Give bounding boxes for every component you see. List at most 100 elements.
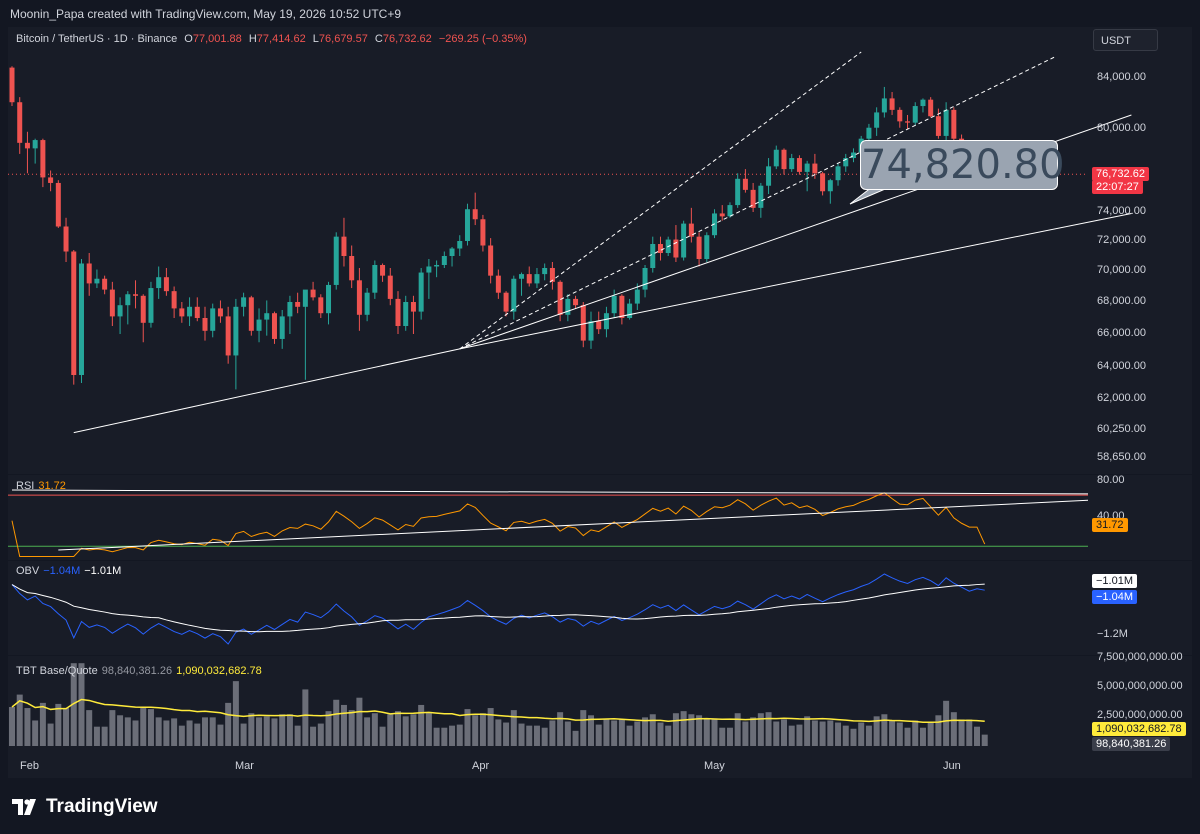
candle-body xyxy=(102,278,108,290)
candle-body xyxy=(580,305,586,341)
candle-body xyxy=(202,318,208,331)
price-callout[interactable]: 74,820.80 xyxy=(860,140,1065,190)
tbt-ma-value: 1,090,032,682.78 xyxy=(176,665,262,677)
candle-body xyxy=(488,245,494,276)
volume-bar xyxy=(626,725,633,746)
tbt-pane[interactable] xyxy=(8,656,1192,778)
volume-bar xyxy=(665,725,672,746)
candle-body xyxy=(796,158,802,172)
volume-bar xyxy=(132,720,139,746)
volume-bar xyxy=(572,730,579,746)
candle-body xyxy=(125,294,131,306)
rsi-trendline-lower xyxy=(58,499,1089,551)
volume-bar xyxy=(603,719,610,746)
candle-body xyxy=(881,98,887,113)
candle-body xyxy=(542,268,548,275)
candle-body xyxy=(78,263,84,375)
volume-bar xyxy=(39,702,46,746)
candle-body xyxy=(719,213,725,217)
candle-body xyxy=(55,182,61,227)
candle-body xyxy=(943,109,949,136)
candle-body xyxy=(86,263,92,284)
volume-bar xyxy=(178,725,185,746)
main-price-pane[interactable] xyxy=(8,27,1192,474)
volume-bar xyxy=(117,715,124,746)
volume-bar xyxy=(503,722,510,746)
volume-bar xyxy=(387,714,394,746)
volume-bar xyxy=(209,717,216,746)
volume-bar xyxy=(526,725,533,746)
candle-body xyxy=(812,163,818,174)
volume-bar xyxy=(348,710,355,746)
price-tick-label: 70,000.00 xyxy=(1097,264,1146,276)
volume-bar xyxy=(541,727,548,746)
candle-body xyxy=(148,288,154,323)
candle-body xyxy=(171,291,177,309)
candle-body xyxy=(619,295,625,318)
volume-bar xyxy=(302,689,309,746)
volume-bar xyxy=(588,715,594,746)
obv-legend: OBV −1.04M −1.01M xyxy=(16,565,125,577)
volume-bar xyxy=(340,704,347,746)
volume-bar xyxy=(773,721,780,746)
volume-bar xyxy=(32,720,39,746)
symbol-name: Bitcoin / TetherUS · 1D · Binance xyxy=(16,33,178,45)
volume-bar xyxy=(371,713,378,746)
rsi-value: 31.72 xyxy=(38,480,66,492)
candle-body xyxy=(557,281,563,315)
obv-line xyxy=(11,573,985,645)
candle-body xyxy=(279,316,285,339)
volume-bar xyxy=(217,724,224,746)
volume-bar xyxy=(564,721,571,746)
volume-bar xyxy=(433,727,440,746)
high-label: H xyxy=(248,33,257,45)
price-tick-label: 68,000.00 xyxy=(1097,295,1146,307)
volume-bar xyxy=(109,710,116,746)
dashed-trendline xyxy=(459,56,1055,350)
obv-label: OBV xyxy=(16,565,40,577)
obv-pane[interactable] xyxy=(8,561,1192,655)
candle-body xyxy=(225,316,231,356)
candle-body xyxy=(480,219,486,246)
volume-bar xyxy=(101,726,108,746)
candle-body xyxy=(835,166,841,181)
time-label-may: May xyxy=(704,760,725,772)
currency-button[interactable]: USDT xyxy=(1093,29,1158,51)
candle-body xyxy=(364,292,370,315)
volume-bar xyxy=(557,712,564,746)
volume-bar xyxy=(55,703,62,746)
candle-body xyxy=(874,112,880,128)
open-label: O xyxy=(184,33,193,45)
volume-bar xyxy=(981,734,988,746)
candle-body xyxy=(48,177,54,183)
last-price-tag: 76,732.62 xyxy=(1092,167,1149,181)
low-value: 76,679.57 xyxy=(318,33,368,45)
candle-body xyxy=(210,308,216,331)
volume-bar xyxy=(410,714,417,746)
volume-bar xyxy=(395,711,401,746)
volume-bar xyxy=(356,697,363,746)
volume-bar xyxy=(155,717,162,746)
volume-bar xyxy=(950,712,957,746)
volume-bar xyxy=(819,721,826,746)
volume-bar xyxy=(873,716,880,746)
candle-body xyxy=(326,284,332,314)
candle-body xyxy=(758,185,764,208)
volume-bar xyxy=(703,718,710,746)
volume-bar xyxy=(943,700,950,746)
attribution-text: Moonin_Papa created with TradingView.com… xyxy=(10,7,402,21)
volume-bar xyxy=(147,709,154,746)
candle-body xyxy=(179,308,185,317)
low-label: L xyxy=(312,33,319,45)
candle-body xyxy=(897,109,903,122)
candle-body xyxy=(109,289,115,317)
candle-body xyxy=(820,173,826,192)
candle-body xyxy=(596,321,602,330)
candle-body xyxy=(380,265,386,276)
volume-bar xyxy=(286,714,293,746)
volume-bar xyxy=(611,720,618,746)
brand-text: TradingView xyxy=(46,796,158,817)
trendline xyxy=(73,348,460,434)
tbt-legend: TBT Base/Quote 98,840,381.26 1,090,032,682… xyxy=(16,665,266,677)
